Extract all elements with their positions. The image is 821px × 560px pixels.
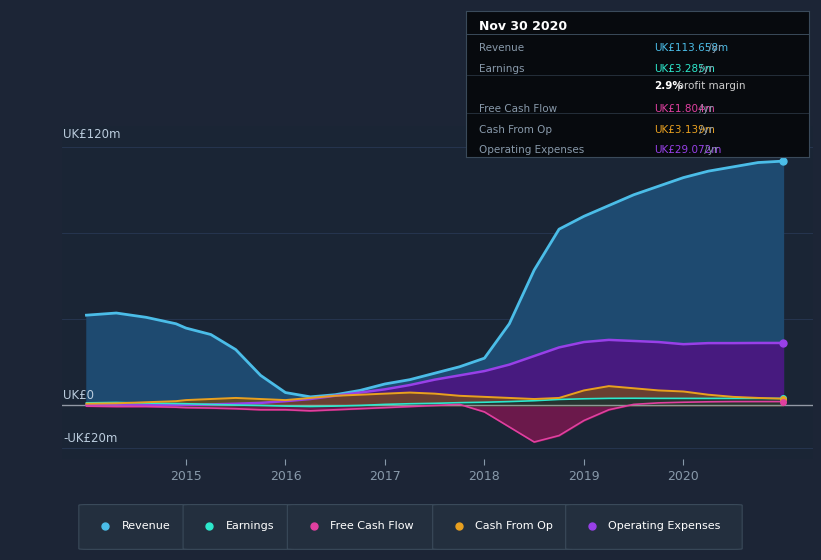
- FancyBboxPatch shape: [433, 505, 572, 549]
- Text: Revenue: Revenue: [122, 521, 170, 531]
- Text: -UK£20m: -UK£20m: [63, 432, 117, 445]
- Text: UK£113.658m: UK£113.658m: [654, 43, 728, 53]
- Text: Operating Expenses: Operating Expenses: [479, 145, 585, 155]
- Text: /yr: /yr: [696, 125, 713, 135]
- Text: /yr: /yr: [705, 43, 722, 53]
- Text: /yr: /yr: [696, 64, 713, 73]
- Text: Free Cash Flow: Free Cash Flow: [330, 521, 414, 531]
- Text: profit margin: profit margin: [674, 81, 745, 91]
- Text: /yr: /yr: [696, 104, 713, 114]
- Text: Operating Expenses: Operating Expenses: [608, 521, 721, 531]
- Text: UK£3.139m: UK£3.139m: [654, 125, 715, 135]
- FancyBboxPatch shape: [79, 505, 190, 549]
- Text: UK£29.072m: UK£29.072m: [654, 145, 722, 155]
- Text: UK£3.285m: UK£3.285m: [654, 64, 715, 73]
- Text: /yr: /yr: [700, 145, 718, 155]
- Text: Cash From Op: Cash From Op: [475, 521, 553, 531]
- Text: Cash From Op: Cash From Op: [479, 125, 553, 135]
- Text: Earnings: Earnings: [479, 64, 525, 73]
- Text: 2.9%: 2.9%: [654, 81, 683, 91]
- Text: Earnings: Earnings: [226, 521, 274, 531]
- Text: Free Cash Flow: Free Cash Flow: [479, 104, 557, 114]
- Text: Revenue: Revenue: [479, 43, 525, 53]
- Text: UK£120m: UK£120m: [63, 128, 121, 141]
- FancyBboxPatch shape: [566, 505, 742, 549]
- FancyBboxPatch shape: [183, 505, 294, 549]
- Text: UK£1.804m: UK£1.804m: [654, 104, 715, 114]
- Text: Nov 30 2020: Nov 30 2020: [479, 20, 567, 33]
- Text: UK£0: UK£0: [63, 389, 94, 402]
- FancyBboxPatch shape: [287, 505, 439, 549]
